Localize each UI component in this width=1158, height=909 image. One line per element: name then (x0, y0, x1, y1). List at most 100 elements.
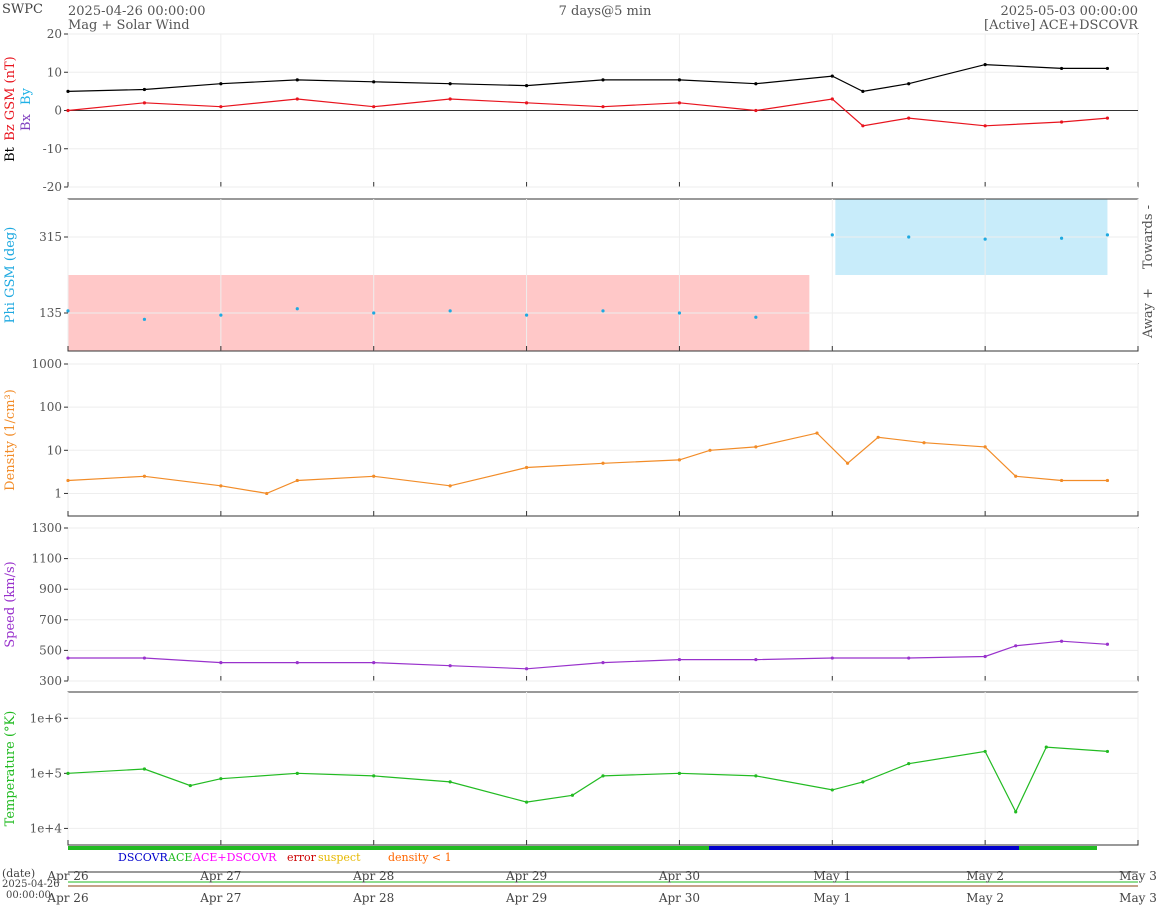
temperature-series-point (983, 749, 987, 754)
phi-point (524, 313, 529, 317)
speed-ytick-label: 1300 (31, 521, 62, 535)
temperature-series-point (754, 774, 758, 778)
mag-series-bt-point (754, 82, 758, 86)
x-tick-label-top: May 2 (966, 869, 1004, 883)
phi-point (295, 307, 299, 311)
start-date-label: 2025-04-26 (2, 879, 60, 890)
mag-series-bz-point (448, 97, 452, 101)
temperature-series-point (677, 771, 682, 775)
start-time: 2025-04-26 00:00:00 (68, 4, 205, 19)
density-series-point (708, 448, 712, 452)
density-series-point (677, 458, 682, 462)
mag-series-bt-point (830, 74, 834, 78)
mag-series-bz-point (372, 105, 376, 109)
x-tick-label-top: May 1 (813, 869, 851, 883)
density-series-point (295, 478, 299, 483)
mag-series-bt-point (372, 80, 376, 84)
density-series-point (754, 445, 758, 449)
speed-series-point (1059, 639, 1064, 643)
x-tick-label-bottom: Apr 26 (46, 891, 88, 905)
status-legend-ace: ACE (167, 851, 192, 864)
mag-series-bt-point (219, 82, 223, 86)
speed-series-point (142, 656, 147, 660)
phi-ytick-label: 315 (39, 230, 62, 244)
density-series-point (922, 441, 926, 445)
mag-series-bt-point (66, 89, 70, 93)
temperature-series (67, 746, 1108, 814)
temperature-series-point (524, 800, 529, 804)
speed-series-point (1105, 642, 1110, 646)
temperature-ytick-label: 1e+4 (30, 821, 63, 835)
mag-series-bt-point (907, 82, 911, 86)
density-series-point (1059, 478, 1064, 483)
mag-series-bt-point (448, 82, 452, 86)
speed-ytick-label: 500 (39, 643, 62, 657)
status-bar: DSCOVR ACE ACE+DSCOVR error suspect density <… (68, 846, 1097, 864)
mag-series-bz-point (66, 108, 70, 113)
temperature-series-point (830, 788, 834, 792)
phi-point (983, 237, 987, 241)
mag-ylabel-bx: Bx (19, 113, 34, 131)
mag-series-bz-point (1059, 120, 1064, 124)
density-ytick-label: 10 (47, 443, 62, 457)
mag-ylabel-bt: Bt (3, 146, 18, 162)
phi-panel: 315 135 Phi GSM (deg) Towards - Away + (3, 198, 1156, 352)
speed-series-point (983, 654, 987, 659)
temperature-series-point (188, 783, 192, 788)
x-ticks-bottom: Apr 26 Apr 27 Apr 28 Apr 29 Apr 30 May 1 May 2… (46, 885, 1157, 905)
speed-series-point (524, 667, 529, 671)
mag-panel: 20 10 0 -10 -20 Bt Bz GSM (nT) Bx By (3, 27, 1139, 194)
phi-point (601, 309, 605, 313)
x-axes: (date) 2025-04-26 00:00:00 Apr 26 Apr 27 A… (2, 867, 1157, 905)
phi-point (1059, 236, 1064, 240)
date-axis-label: (date) (2, 867, 35, 880)
speed-panel: 1300 1100 900 700 500 300 Speed (km/s) (3, 521, 1139, 688)
start-time-label: 00:00:00 (6, 890, 51, 901)
away-label: Away + (1141, 288, 1156, 339)
speed-series-point (1014, 644, 1018, 648)
speed-series-point (66, 656, 70, 660)
x-tick-label-bottom: May 2 (966, 891, 1004, 905)
speed-frame (67, 527, 1139, 682)
x-tick-label-top: Apr 30 (658, 869, 700, 883)
phi-point (907, 235, 911, 239)
mag-ylabel-by: By (19, 87, 34, 105)
temperature-series-point (1014, 810, 1018, 814)
status-legend-suspect: suspect (318, 851, 361, 864)
speed-ylabel: Speed (km/s) (3, 561, 18, 647)
density-series-point (1105, 478, 1110, 483)
x-tick-label-bottom: May 1 (813, 891, 851, 905)
density-ylabel: Density (1/cm³) (3, 389, 18, 491)
density-series-point (265, 491, 269, 496)
temperature-frame (67, 691, 1139, 846)
density-panel: 1000 100 10 1 Density (1/cm³) (3, 357, 1139, 517)
temperature-panel: 1e+6 1e+5 1e+4 Temperature (°K) (3, 691, 1139, 846)
mag-ytick-label: 0 (54, 104, 62, 118)
temperature-series-point (66, 771, 70, 775)
mag-series-bz-point (677, 101, 682, 105)
mag-series-bz-point (983, 124, 987, 128)
mag-ytick-label: -20 (43, 180, 62, 194)
temperature-series-point (601, 774, 605, 778)
status-legend-error: error (287, 851, 317, 864)
x-tick-label-top: Apr 28 (352, 869, 394, 883)
density-series-point (845, 461, 850, 465)
phi-ylabel: Phi GSM (deg) (3, 227, 18, 324)
density-ytick-label: 1 (54, 486, 62, 500)
temperature-series-point (372, 774, 376, 778)
mag-series-bt-point (1059, 66, 1064, 71)
mag-series-bt-point (983, 63, 987, 67)
phi-point (448, 309, 452, 313)
mag-series-bz-point (219, 105, 223, 109)
speed-series-point (907, 656, 911, 660)
density-series-point (601, 461, 605, 465)
speed-ytick-label: 900 (39, 582, 62, 596)
density-series-point (1014, 474, 1018, 478)
phi-point (66, 309, 70, 313)
x-tick-label-top: Apr 29 (505, 869, 547, 883)
temperature-ytick-label: 1e+5 (30, 766, 62, 780)
speed-series-point (677, 657, 682, 662)
status-legend: DSCOVR ACE ACE+DSCOVR error suspect density <… (118, 851, 452, 864)
